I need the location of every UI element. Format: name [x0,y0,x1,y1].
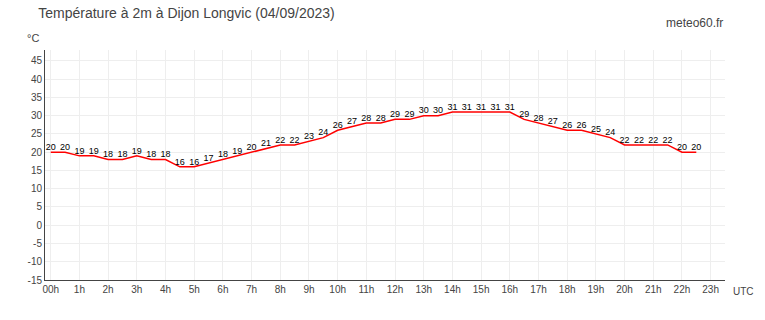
svg-text:11h: 11h [358,284,374,295]
svg-text:30: 30 [433,105,443,115]
svg-text:29: 29 [404,109,414,119]
svg-text:22: 22 [663,135,673,145]
svg-text:°C: °C [27,32,39,44]
svg-text:19: 19 [89,146,99,156]
svg-text:23h: 23h [702,284,719,295]
svg-text:15: 15 [31,165,43,176]
svg-text:20: 20 [60,142,70,152]
svg-text:22: 22 [620,135,630,145]
svg-text:-5: -5 [33,238,42,249]
svg-text:30: 30 [31,110,43,121]
svg-text:18: 18 [161,149,171,159]
svg-text:21: 21 [261,138,271,148]
svg-text:5h: 5h [189,284,200,295]
svg-text:25: 25 [591,124,601,134]
svg-text:8h: 8h [275,284,286,295]
svg-text:29: 29 [519,109,529,119]
svg-text:22h: 22h [674,284,691,295]
svg-text:-15: -15 [28,275,43,286]
svg-text:UTC: UTC [733,286,754,297]
svg-text:28: 28 [533,113,543,123]
svg-text:19h: 19h [588,284,605,295]
svg-text:16: 16 [189,157,199,167]
svg-text:6h: 6h [217,284,228,295]
svg-text:22: 22 [634,135,644,145]
svg-text:7h: 7h [246,284,257,295]
svg-text:18: 18 [103,149,113,159]
svg-text:31: 31 [447,102,457,112]
svg-text:35: 35 [31,92,43,103]
svg-text:20: 20 [247,142,257,152]
svg-text:18: 18 [117,149,127,159]
svg-text:27: 27 [548,116,558,126]
svg-text:20: 20 [677,142,687,152]
svg-text:19: 19 [74,146,84,156]
svg-text:31: 31 [462,102,472,112]
svg-text:4h: 4h [160,284,171,295]
svg-text:12h: 12h [387,284,404,295]
svg-text:28: 28 [361,113,371,123]
svg-text:21h: 21h [645,284,662,295]
svg-text:17: 17 [204,153,214,163]
svg-text:10: 10 [31,183,43,194]
svg-text:14h: 14h [444,284,461,295]
svg-text:3h: 3h [131,284,142,295]
svg-text:22: 22 [648,135,658,145]
svg-text:31: 31 [490,102,500,112]
svg-text:31: 31 [505,102,515,112]
svg-text:18: 18 [218,149,228,159]
svg-text:15h: 15h [473,284,490,295]
svg-text:26: 26 [333,120,343,130]
svg-text:meteo60.fr: meteo60.fr [666,16,723,30]
svg-text:22: 22 [275,135,285,145]
svg-text:16h: 16h [501,284,518,295]
svg-text:-10: -10 [28,256,43,267]
svg-text:40: 40 [31,74,43,85]
svg-text:Température à 2m à Dijon Longv: Température à 2m à Dijon Longvic (04/09/… [38,5,335,21]
svg-text:20: 20 [46,142,56,152]
svg-text:0: 0 [36,220,42,231]
svg-text:26: 26 [577,120,587,130]
svg-text:20: 20 [31,147,43,158]
svg-text:10h: 10h [329,284,346,295]
svg-text:28: 28 [376,113,386,123]
svg-text:24: 24 [318,127,328,137]
svg-text:5: 5 [36,201,42,212]
svg-text:27: 27 [347,116,357,126]
svg-text:16: 16 [175,157,185,167]
svg-text:18h: 18h [559,284,576,295]
svg-text:31: 31 [476,102,486,112]
svg-text:13h: 13h [415,284,432,295]
svg-text:1h: 1h [74,284,85,295]
svg-text:26: 26 [562,120,572,130]
svg-text:00h: 00h [42,284,59,295]
svg-text:45: 45 [31,55,43,66]
svg-text:19: 19 [132,146,142,156]
svg-text:25: 25 [31,128,43,139]
svg-text:19: 19 [232,146,242,156]
svg-text:24: 24 [605,127,615,137]
svg-text:22: 22 [290,135,300,145]
svg-text:20: 20 [691,142,701,152]
svg-text:2h: 2h [103,284,114,295]
svg-text:30: 30 [419,105,429,115]
svg-text:18: 18 [146,149,156,159]
svg-text:9h: 9h [303,284,314,295]
svg-text:23: 23 [304,131,314,141]
svg-text:17h: 17h [530,284,547,295]
svg-text:20h: 20h [616,284,633,295]
svg-text:29: 29 [390,109,400,119]
